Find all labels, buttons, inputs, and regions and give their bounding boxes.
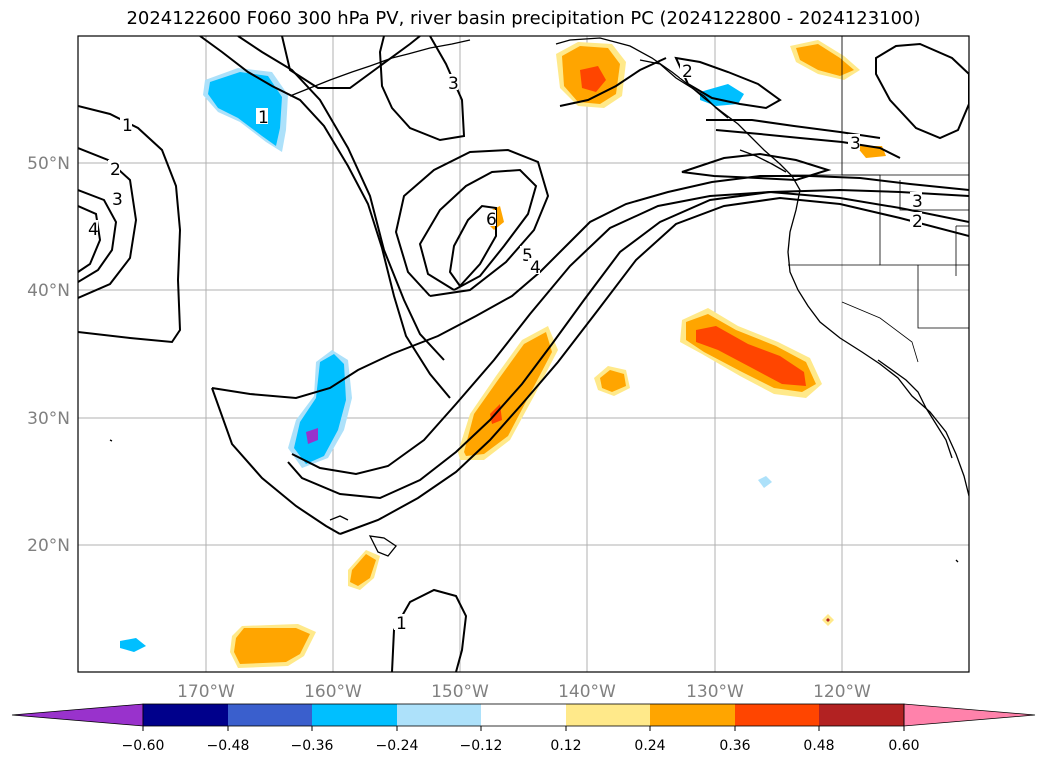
colorbar-segment <box>650 704 735 726</box>
pv-label: 1 <box>258 108 269 128</box>
pv-contour-labels: 1 2 3 4 5 6 1 2 3 3 2 1 4 3 <box>86 62 923 634</box>
precip-negative-area <box>120 638 146 652</box>
colorbar-segment <box>312 704 397 726</box>
colorbar-segment <box>566 704 650 726</box>
political-boundaries <box>788 36 969 363</box>
colorbar-label: −0.12 <box>460 738 503 754</box>
colorbar-segment <box>819 704 904 726</box>
lat-label: 30°N <box>27 409 70 429</box>
colorbar-segment <box>143 704 228 726</box>
pv-label: 4 <box>530 258 541 278</box>
pv-label: 3 <box>850 134 861 154</box>
lat-label: 50°N <box>27 154 70 174</box>
pv-label: 1 <box>122 116 133 136</box>
precip-positive-area <box>856 146 886 158</box>
lon-label: 120°W <box>813 682 871 702</box>
colorbar-segment <box>11 703 144 727</box>
precip-positive-area <box>600 370 626 392</box>
lon-label: 150°W <box>431 682 489 702</box>
precip-negative-area <box>294 354 346 464</box>
lon-label: 170°W <box>177 682 235 702</box>
precip-positive-area <box>696 326 806 386</box>
precip-negative-area <box>208 72 282 146</box>
colorbar-label: −0.24 <box>376 738 419 754</box>
precip-positive-area <box>234 628 310 664</box>
lat-tick-labels: 20°N 30°N 40°N 50°N <box>27 154 70 556</box>
precip-positive-area <box>826 618 830 622</box>
pv-label: 3 <box>448 74 459 94</box>
colorbar-label: 0.12 <box>550 738 581 754</box>
colorbar-label: 0.48 <box>803 738 834 754</box>
precip-positive-area <box>796 44 854 76</box>
pv-label: 3 <box>112 190 123 210</box>
precip-negative-area <box>306 428 318 444</box>
colorbar-label: 0.60 <box>888 738 919 754</box>
pv-label: 5 <box>522 246 533 266</box>
colorbar-label: −0.48 <box>207 738 250 754</box>
pv-label: 2 <box>110 160 121 180</box>
plot-frame <box>77 35 970 673</box>
precip-negative-area <box>758 476 772 488</box>
precip-positive-area <box>350 554 376 586</box>
colorbar-segment <box>903 703 1036 727</box>
colorbar-segment <box>735 704 819 726</box>
precip-positive-area <box>580 66 606 92</box>
colorbar-label: 0.36 <box>719 738 750 754</box>
colorbar-ticks <box>142 726 905 731</box>
pv-label: 1 <box>396 614 407 634</box>
lat-label: 20°N <box>27 536 70 556</box>
lon-label: 160°W <box>304 682 362 702</box>
colorbar-label: 0.24 <box>634 738 665 754</box>
pv-label: 4 <box>88 220 99 240</box>
colorbar-segment <box>481 704 566 726</box>
pv-label: 2 <box>682 62 693 82</box>
precip-shading <box>120 40 886 668</box>
colorbar-frame <box>142 703 905 727</box>
pv-label: 6 <box>486 210 497 230</box>
lon-tick-labels: 170°W 160°W 150°W 140°W 130°W 120°W <box>177 682 871 702</box>
colorbar-label: −0.36 <box>291 738 334 754</box>
colorbar-segment <box>228 704 312 726</box>
lon-label: 130°W <box>686 682 744 702</box>
precip-negative-area <box>700 84 744 106</box>
lon-label: 140°W <box>558 682 616 702</box>
colorbar-label: −0.60 <box>122 738 165 754</box>
colorbar-segment <box>397 704 481 726</box>
figure-title: 2024122600 F060 300 hPa PV, river basin … <box>126 8 921 29</box>
pv-label: 3 <box>912 192 923 212</box>
colorbar: −0.60 −0.48 −0.36 −0.24 −0.12 0.12 0.24 … <box>11 703 1036 754</box>
pv-label: 2 <box>912 212 923 232</box>
lat-label: 40°N <box>27 281 70 301</box>
